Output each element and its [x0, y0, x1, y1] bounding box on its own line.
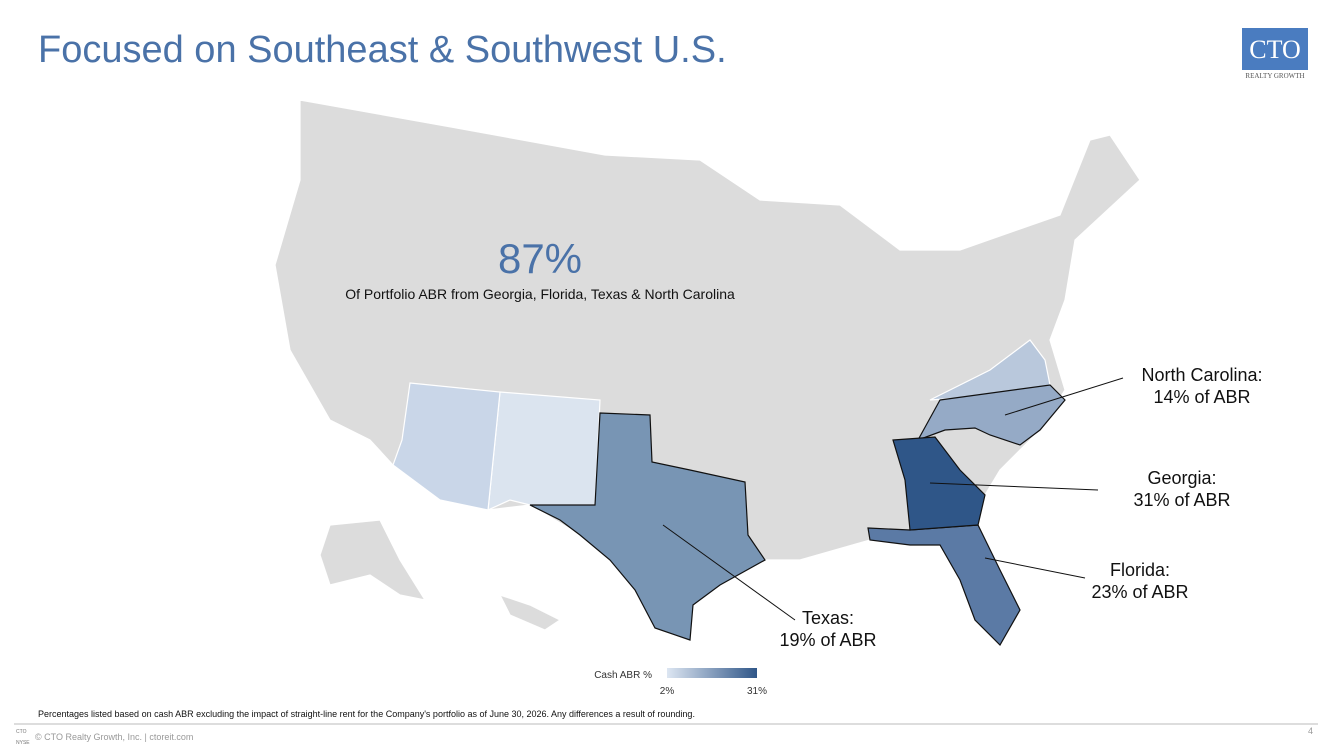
hawaii — [498, 593, 562, 631]
north-carolina — [916, 384, 1066, 446]
legend-gradient — [667, 668, 757, 678]
logo-mark: CTO — [1249, 35, 1301, 64]
alaska — [319, 519, 427, 601]
callout-share: 31% of ABR — [1133, 490, 1230, 510]
arizona — [392, 382, 501, 511]
headline-caption: Of Portfolio ABR from Georgia, Florida, … — [345, 286, 735, 302]
callout-state: North Carolina: — [1141, 365, 1262, 385]
logo-box — [1242, 28, 1308, 70]
florida — [867, 524, 1021, 646]
us-map — [274, 99, 1141, 646]
legend: Cash ABR % 2% 31% — [594, 668, 767, 697]
new-mexico — [487, 391, 601, 511]
leader-line — [662, 524, 796, 621]
legend-max: 31% — [747, 686, 767, 697]
callout-share: 23% of ABR — [1091, 582, 1188, 602]
leader-line — [984, 557, 1086, 579]
page-number: 4 — [1308, 726, 1313, 736]
callout-share: 19% of ABR — [779, 630, 876, 650]
headline-value: 87% — [498, 235, 582, 282]
footer-badge: NYSE — [16, 740, 30, 746]
logo: CTO REALTY GROWTH — [1242, 28, 1308, 80]
leader-line — [1004, 377, 1124, 416]
callout-share: 14% of ABR — [1153, 387, 1250, 407]
callout-state: Georgia: — [1147, 468, 1216, 488]
footer-badge: CTO — [16, 729, 27, 735]
legend-min: 2% — [660, 686, 675, 697]
footer-copyright: © CTO Realty Growth, Inc. | ctoreit.com — [35, 732, 193, 742]
callout-state: Florida: — [1110, 560, 1170, 580]
callout-state: Texas: — [802, 608, 854, 628]
leader-line — [929, 482, 1099, 491]
slide-title: Focused on Southeast & Southwest U.S. — [38, 29, 727, 71]
legend-title: Cash ABR % — [594, 670, 652, 681]
footnote: Percentages listed based on cash ABR exc… — [38, 709, 695, 719]
logo-tagline: REALTY GROWTH — [1245, 72, 1304, 80]
texas — [529, 412, 766, 641]
